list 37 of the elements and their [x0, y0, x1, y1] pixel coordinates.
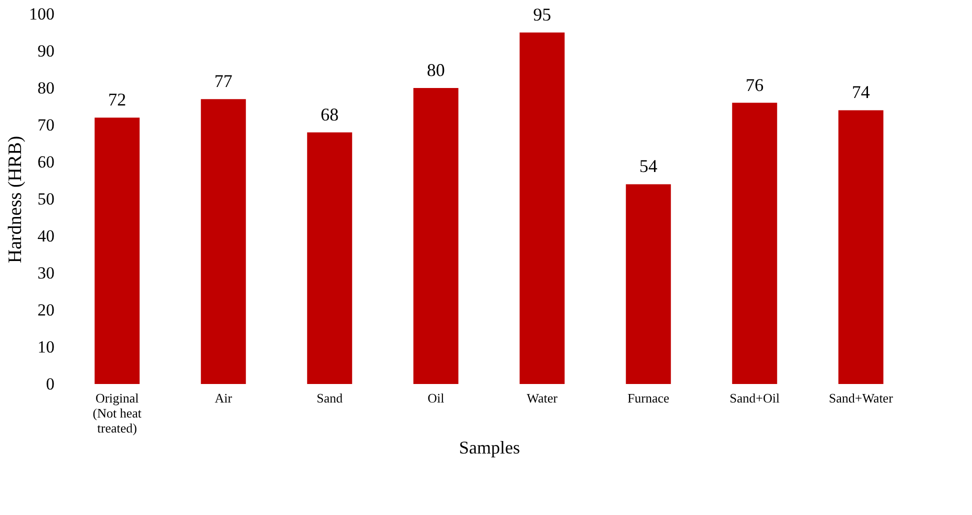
bar [838, 110, 884, 384]
y-tick-label: 80 [38, 78, 54, 98]
data-label: 80 [426, 60, 445, 80]
data-label: 76 [746, 74, 764, 95]
y-tick-label: 50 [38, 190, 54, 208]
bar [520, 32, 565, 384]
data-label: 95 [533, 4, 552, 24]
y-tick-label: 100 [29, 4, 54, 24]
data-label: 74 [852, 82, 870, 102]
bar [94, 118, 140, 384]
x-tick-label: Furnace [627, 390, 670, 406]
data-label: 77 [214, 71, 232, 92]
x-tick-label: Air [214, 390, 233, 406]
data-label: 68 [320, 104, 339, 124]
y-tick-label: 60 [38, 152, 54, 172]
y-tick-label: 10 [38, 338, 54, 356]
data-label: 72 [108, 90, 126, 110]
bar [307, 132, 352, 384]
bar [732, 102, 778, 384]
x-tick-label: Water [526, 390, 558, 406]
x-tick-label: Sand+Water [828, 390, 894, 406]
y-tick-label: 20 [38, 300, 54, 320]
data-label: 54 [639, 156, 658, 176]
y-axis-title: Hardness (HRB) [5, 136, 26, 264]
y-tick-label: 70 [38, 116, 54, 134]
x-tick-label: Oil [428, 390, 445, 406]
x-axis-title: Samples [459, 438, 520, 458]
y-tick-label: 90 [38, 42, 54, 60]
bar [626, 184, 671, 384]
bar [200, 99, 246, 384]
bar [413, 88, 458, 384]
y-tick-label: 40 [38, 226, 54, 246]
x-tick-label: Original (Not heat treated) [92, 390, 142, 436]
x-tick-label: Sand+Oil [730, 390, 780, 406]
x-tick-label: Sand [316, 390, 344, 406]
y-tick-label: 30 [38, 264, 54, 282]
y-tick-label: 0 [46, 374, 54, 394]
